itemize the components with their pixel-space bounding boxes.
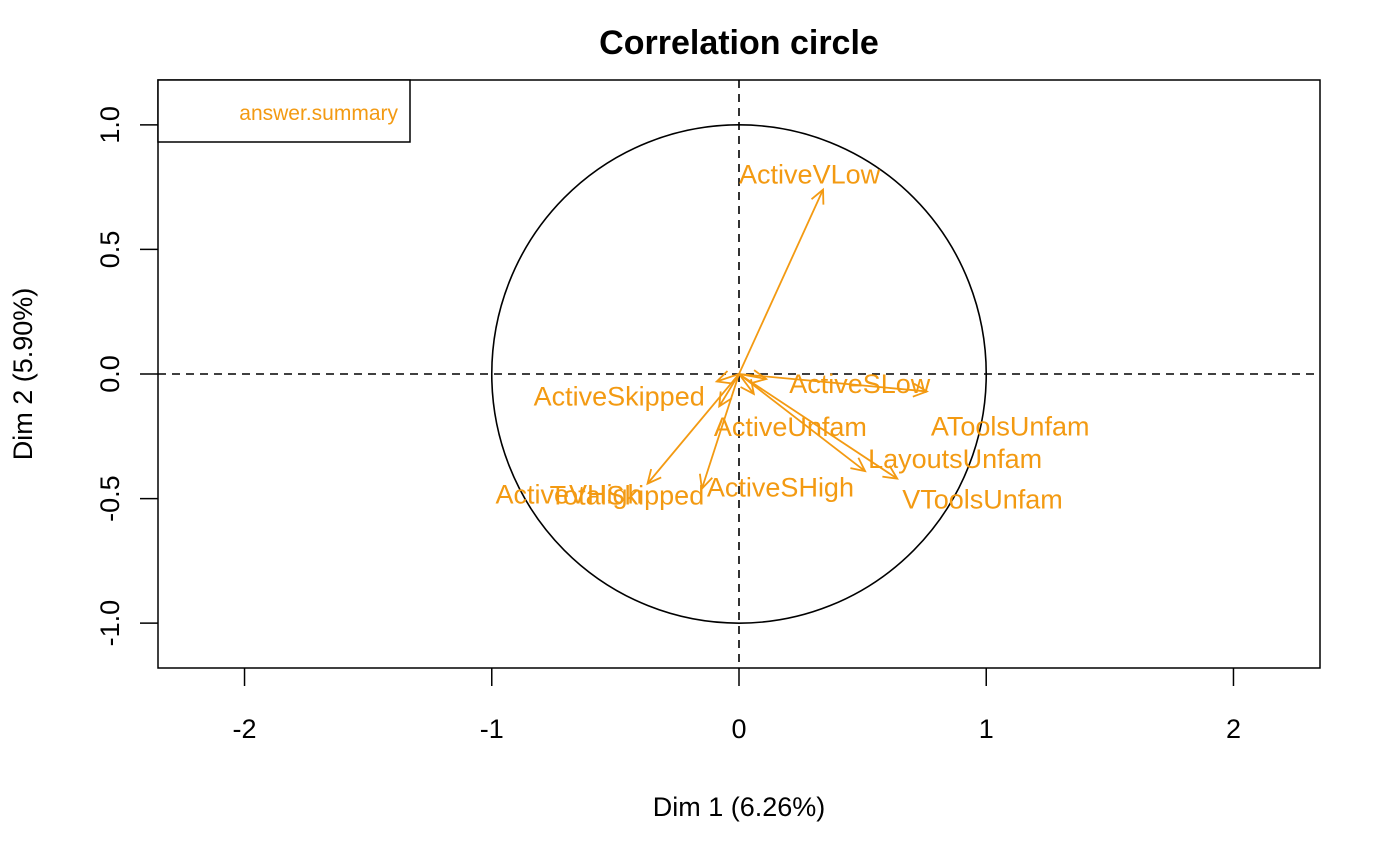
arrow-vtoolsunfam [738,373,898,480]
y-axis-title: Dim 2 (5.90%) [8,288,38,461]
y-tick-label-1: -0.5 [95,475,125,522]
label-activeslow: ActiveSLow [789,369,931,399]
arrow-activevhigh [646,373,740,485]
arrow-layoutsunfam [738,373,866,472]
arrowhead-layoutsunfam [850,457,867,473]
plot-area: -2 -1 0 1 2 -1.0 -0.5 0.0 0.5 1.0 ActiveVLow Active… [95,79,1321,744]
arrowhead-atoolsunfam [912,382,929,398]
label-activeskipped: ActiveSkipped [534,381,705,411]
unit-circle [490,124,988,624]
y-tick-label-4: 1.0 [95,106,125,144]
label-layoutsunfam: LayoutsUnfam [868,444,1042,474]
x-tick-label-0: -2 [233,714,257,744]
x-axis-title: Dim 1 (6.26%) [653,792,826,822]
x-tick-label-3: 1 [979,714,994,744]
label-activevlow: ActiveVLow [739,160,881,190]
y-tick-label-0: -1.0 [95,600,125,647]
arrowhead-activeskipped [714,370,732,385]
y-tick-label-3: 0.5 [95,231,125,269]
label-activeshigh: ActiveSHigh [707,473,854,503]
label-vtoolsunfam: VToolsUnfam [902,485,1063,515]
chart-title: Correlation circle [599,24,879,62]
y-tick-label-2: 0.0 [95,355,125,393]
arrowhead-activevlow [810,187,825,205]
label-activevhigh: ActiveVHigh [495,480,642,510]
legend-entry-0: answer.summary [239,102,398,125]
arrow-activeunfam [738,373,755,395]
arrow-activeskipped [716,373,740,383]
arrowhead-vtoolsunfam [882,465,899,480]
arrow-activevlow [738,189,824,375]
x-tick-label-4: 2 [1226,714,1241,744]
label-totalskipped: TotalSkipped [550,480,705,510]
label-atoolsunfam: AToolsUnfam [931,411,1090,441]
legend-box [157,79,411,143]
arrowhead-activeslow [751,369,769,384]
arrow-totalskipped [718,373,740,407]
label-activeunfam: ActiveUnfam [714,412,867,442]
x-tick-label-1: -1 [480,714,504,744]
x-tick-label-2: 0 [731,714,746,744]
arrow-activeshigh [701,373,740,489]
arrowhead-activeshigh [698,473,713,491]
arrow-atoolsunfam [738,373,927,393]
arrowhead-activevhigh [646,468,662,486]
